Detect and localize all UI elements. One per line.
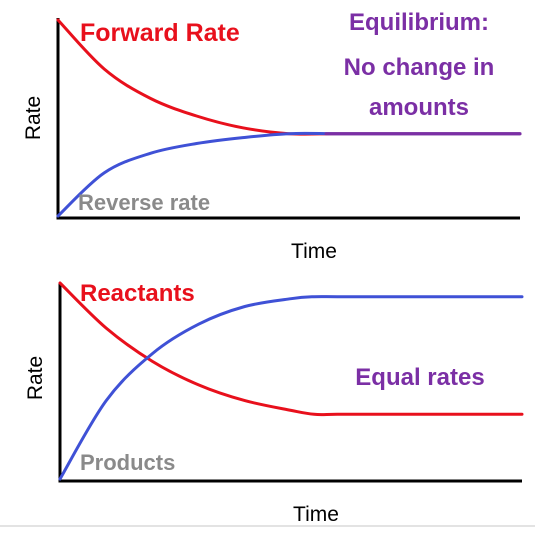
chart-top-annotation-line-3: amounts <box>369 94 469 121</box>
chart-bottom-series-label-products: Products <box>80 450 175 475</box>
chart-bottom: Rate Time Reactants Products Equal rates <box>24 280 524 526</box>
chart-top-y-axis-label: Rate <box>22 96 45 140</box>
chart-top-x-axis-label: Time <box>291 240 337 263</box>
chart-bottom-annotation: Equal rates <box>355 364 484 391</box>
bottom-divider <box>0 525 535 527</box>
chart-bottom-series-reactants-line <box>58 281 524 417</box>
chart-bottom-x-axis-label: Time <box>293 503 339 526</box>
chart-top-series-label-forward: Forward Rate <box>80 19 240 47</box>
chart-bottom-axes <box>58 283 522 483</box>
chart-top-annotation-line-1: Equilibrium: <box>349 9 489 36</box>
chart-top-series-label-reverse: Reverse rate <box>78 190 210 215</box>
chart-bottom-series-label-reactants: Reactants <box>80 280 195 307</box>
chart-bottom-y-axis-label: Rate <box>24 356 47 400</box>
chart-top-annotation-line-2: No change in <box>344 54 495 81</box>
chart-top: Rate Time Forward Rate Reverse rate Equi… <box>22 9 522 263</box>
chart-top-axes <box>56 18 520 220</box>
chart-bottom-series-products-line <box>58 295 524 481</box>
